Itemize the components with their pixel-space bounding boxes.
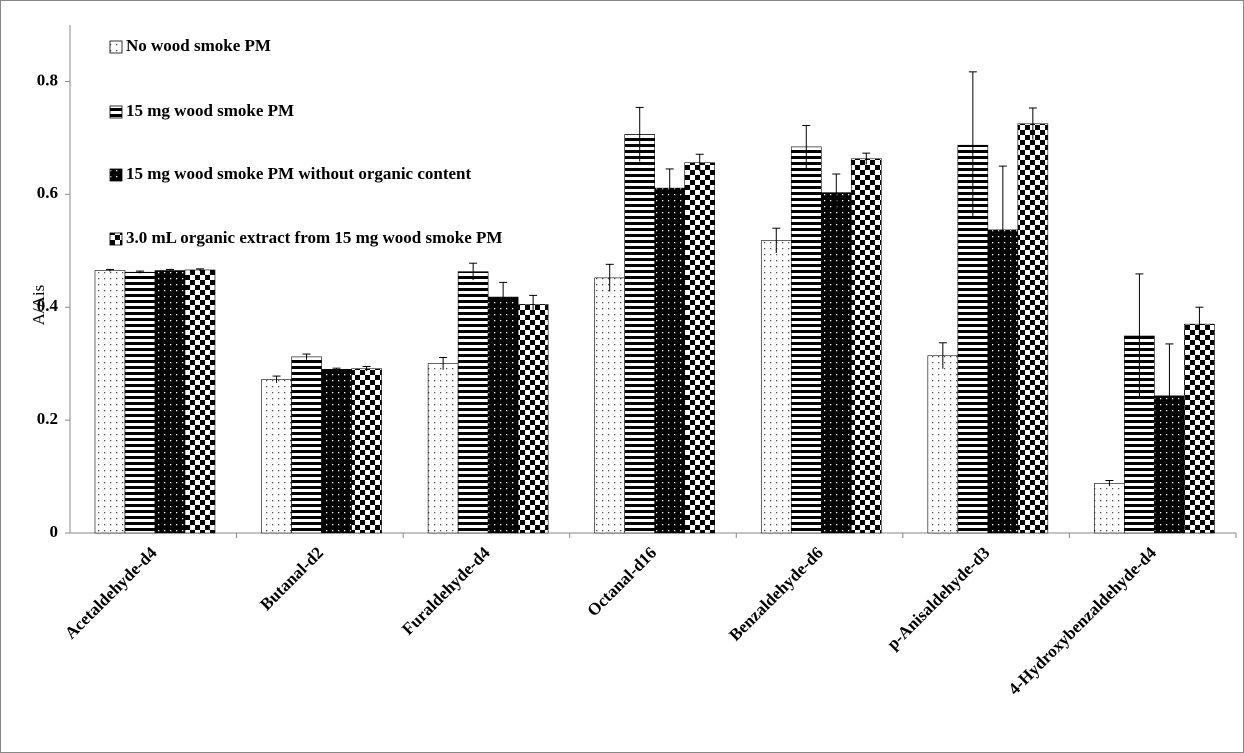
error-bar (832, 173, 841, 212)
bar (760, 240, 792, 534)
bar (321, 369, 352, 534)
y-tick-label: 0.8 (37, 70, 58, 89)
y-tick-label: 0.6 (37, 183, 58, 202)
error-bar (1165, 343, 1174, 448)
error-bar (272, 375, 281, 383)
error-bar (938, 342, 947, 369)
bar (154, 270, 186, 534)
error-bar (665, 168, 674, 208)
error-bar (1028, 107, 1037, 140)
bar (1017, 123, 1049, 534)
legend-swatch (109, 40, 123, 54)
y-tick-label: 0.2 (37, 409, 58, 428)
bar (654, 187, 686, 534)
error-bar (1105, 480, 1114, 487)
bar (790, 146, 822, 534)
bar (624, 134, 656, 534)
error-bar (469, 262, 478, 281)
bar (820, 192, 852, 534)
bar (291, 356, 322, 534)
y-axis-title: A/Ais (29, 285, 48, 326)
bar (1094, 483, 1125, 534)
bar (684, 162, 716, 534)
y-tick-label: 0.4 (37, 296, 59, 315)
error-bar (605, 263, 614, 292)
error-bar (195, 268, 204, 272)
bar (94, 270, 126, 534)
error-bar (802, 124, 811, 169)
bar (427, 363, 459, 534)
error-bar (529, 294, 538, 314)
bar (487, 296, 519, 534)
y-tick-label: 0 (50, 522, 59, 541)
bar (457, 271, 489, 534)
error-bar (165, 268, 174, 272)
error-bar (362, 365, 371, 372)
legend-label: 15 mg wood smoke PM without organic cont… (126, 164, 472, 183)
bar (594, 277, 626, 534)
error-bar (1135, 273, 1144, 399)
error-bar (635, 106, 644, 162)
error-bar (968, 71, 977, 219)
error-bar (772, 227, 781, 254)
error-bar (302, 353, 311, 360)
error-bar (862, 152, 871, 165)
bar (124, 271, 156, 534)
bar (517, 304, 549, 534)
bar (850, 158, 882, 534)
bar (351, 368, 382, 534)
error-bar (499, 281, 508, 312)
error-bar (135, 270, 144, 274)
legend-swatch (109, 232, 123, 246)
error-bar (105, 268, 114, 272)
legend-label: 3.0 mL organic extract from 15 mg wood s… (126, 228, 502, 247)
legend-swatch (109, 105, 123, 119)
legend-swatch (109, 168, 123, 182)
legend-label: No wood smoke PM (126, 36, 271, 55)
error-bar (332, 367, 341, 371)
legend-label: 15 mg wood smoke PM (126, 101, 294, 120)
error-bar (998, 165, 1007, 294)
error-bar (695, 153, 704, 172)
bar (1184, 323, 1215, 534)
bar (261, 379, 292, 534)
bar (927, 355, 959, 534)
bar (184, 269, 216, 534)
error-bar (1195, 306, 1204, 342)
error-bar (439, 356, 448, 370)
